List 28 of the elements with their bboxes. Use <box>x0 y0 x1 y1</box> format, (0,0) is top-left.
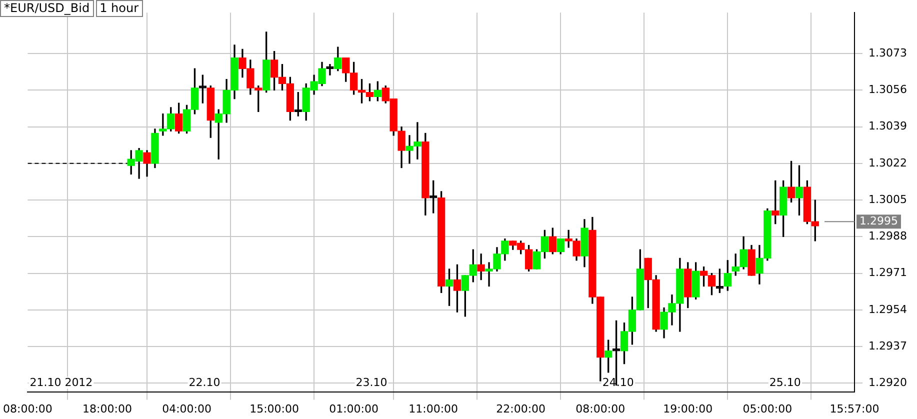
x-tick-label: 04:00:00 <box>162 402 212 416</box>
annotation: 25.10 <box>769 376 801 390</box>
x-tick-label: 08:00:00 <box>3 402 52 416</box>
x-tick-label: 18:00:00 <box>82 402 132 416</box>
y-tick-label: 1.2954 <box>868 302 908 316</box>
y-tick-label: 1.2988 <box>868 230 908 243</box>
chart-subtitle: 1 hour <box>96 0 143 17</box>
x-tick-label: 08:00:00 <box>576 402 626 416</box>
chart-title: *EUR/USD_Bid <box>0 0 94 17</box>
annotation: 23.10 <box>356 376 388 390</box>
y-tick-label: 1.2971 <box>868 266 908 280</box>
y-tick-label: 1.2937 <box>868 339 908 352</box>
x-tick-label: 01:00:00 <box>329 402 379 416</box>
annotation: 21.10 2012 <box>30 376 93 390</box>
x-tick-label: 15:57:00 <box>830 402 880 416</box>
x-tick-label: 22:00:00 <box>496 402 546 416</box>
y-tick-label: 1.3022 <box>868 156 908 170</box>
ref-line-label: 1.2995 <box>860 214 898 228</box>
y-tick-label: 1.3039 <box>868 120 908 133</box>
y-tick-label: 1.2920 <box>868 376 908 390</box>
x-tick-label: 15:00:00 <box>250 402 299 416</box>
y-tick-label: 1.3056 <box>868 83 908 96</box>
x-tick-label: 05:00:00 <box>742 402 792 416</box>
x-tick-label: 11:00:00 <box>408 402 458 416</box>
x-tick-label: 19:00:00 <box>663 402 713 416</box>
annotation: 22.10 <box>188 376 220 390</box>
y-tick-label: 1.3005 <box>868 192 908 206</box>
y-tick-label: 1.3073 <box>868 46 908 60</box>
